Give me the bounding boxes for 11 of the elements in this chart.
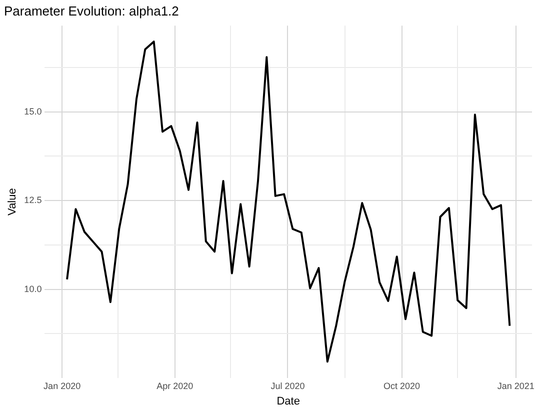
y-tick-label: 15.0 [24,106,42,116]
y-axis-title: Value [6,188,19,216]
x-tick-label: Jan 2020 [44,380,81,391]
x-axis-title: Date [276,395,300,408]
x-tick-label: Oct 2020 [384,380,420,391]
x-tick-label: Jan 2021 [497,380,534,391]
y-tick-label: 10.0 [24,284,42,294]
x-tick-label: Jul 2020 [270,380,305,391]
chart-title: Parameter Evolution: alpha1.2 [4,3,179,18]
y-tick-label: 12.5 [24,195,42,206]
x-tick-label: Apr 2020 [156,380,194,391]
